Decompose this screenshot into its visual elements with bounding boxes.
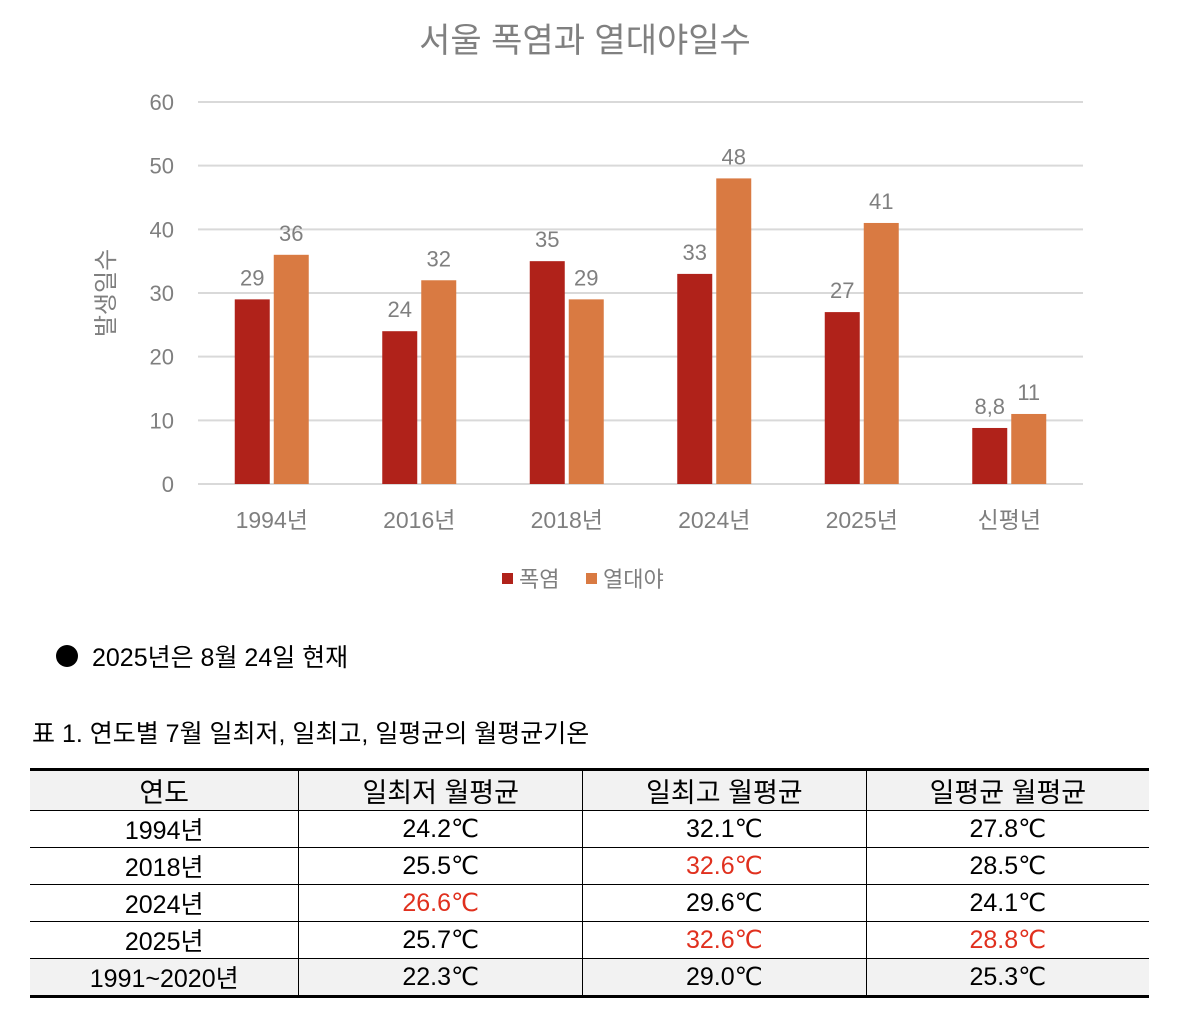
header-year: 연도 — [30, 768, 300, 811]
table-cell: 2018년 — [30, 847, 300, 885]
legend-swatch — [586, 573, 597, 584]
data-label: 24 — [388, 297, 412, 322]
table-cell: 2024년 — [30, 884, 300, 922]
y-tick-label: 10 — [150, 408, 174, 433]
table-cell: 28.8℃ — [865, 921, 1149, 959]
bar-heatwave — [529, 261, 565, 484]
table-cell: 26.6℃ — [298, 884, 584, 922]
table-caption: 표 1. 연도별 7월 일최저, 일최고, 일평균의 월평균기온 — [32, 720, 590, 748]
data-label: 27 — [830, 278, 854, 303]
header-avg: 일평균 월평균 — [865, 768, 1149, 811]
bullet-icon — [56, 645, 78, 667]
table-cell: 25.5℃ — [298, 847, 584, 885]
bar-heatwave — [677, 273, 713, 484]
table-cell: 25.7℃ — [298, 921, 584, 959]
table-row: 2025년 25.7℃ 32.6℃ 28.8℃ — [30, 921, 1149, 959]
table-cell: 22.3℃ — [298, 958, 584, 998]
bar-heatwave — [824, 312, 860, 484]
bar-tropical-night — [568, 299, 604, 484]
header-max: 일최고 월평균 — [582, 768, 867, 811]
table-cell: 27.8℃ — [865, 810, 1149, 848]
table-cell: 2025년 — [30, 921, 300, 959]
x-tick-label: 2024년 — [678, 507, 750, 533]
table-cell: 25.3℃ — [865, 958, 1149, 998]
table-cell: 28.5℃ — [865, 847, 1149, 885]
header-min: 일최저 월평균 — [298, 768, 584, 811]
table-cell: 32.1℃ — [582, 810, 867, 848]
y-tick-label: 0 — [162, 472, 174, 497]
x-tick-label: 2025년 — [826, 507, 898, 533]
data-label: 48 — [722, 144, 746, 169]
data-label: 29 — [574, 265, 598, 290]
bar-heatwave — [234, 299, 270, 484]
table-cell: 1991~2020년 — [30, 958, 300, 998]
table-cell: 32.6℃ — [582, 921, 867, 959]
footnote-text: 2025년은 8월 24일 현재 — [92, 644, 349, 672]
table-row: 2024년 26.6℃ 29.6℃ 24.1℃ — [30, 884, 1149, 922]
bar-tropical-night — [273, 254, 309, 484]
y-tick-label: 30 — [150, 281, 174, 306]
table-cell: 29.0℃ — [582, 958, 867, 998]
table-row: 1994년 24.2℃ 32.1℃ 27.8℃ — [30, 810, 1149, 848]
footnote: 2025년은 8월 24일 현재 — [56, 638, 348, 674]
x-tick-label: 신평년 — [978, 507, 1041, 533]
legend-label: 폭염 — [519, 567, 559, 592]
bar-tropical-night — [863, 222, 899, 484]
data-label: 29 — [240, 265, 264, 290]
table-cell: 24.2℃ — [298, 810, 584, 848]
data-label: 35 — [535, 227, 559, 252]
data-label: 36 — [279, 221, 303, 246]
y-tick-label: 40 — [150, 217, 174, 242]
x-tick-label: 1994년 — [236, 507, 308, 533]
bar-tropical-night — [716, 178, 752, 484]
bar-chart: 서울 폭염과 열대야일수 0 10 20 30 40 50 60 발생일수 1994년 29 36 20… — [93, 22, 1083, 592]
table-cell: 1994년 — [30, 810, 300, 848]
bar-heatwave — [382, 331, 418, 484]
x-tick-label: 2018년 — [531, 507, 603, 533]
bar-tropical-night — [1011, 413, 1047, 484]
y-axis-label: 발생일수 — [93, 249, 120, 337]
table-cell: 24.1℃ — [865, 884, 1149, 922]
bar-heatwave — [972, 427, 1008, 484]
table-row: 2018년 25.5℃ 32.6℃ 28.5℃ — [30, 847, 1149, 885]
data-label: 11 — [1017, 380, 1040, 405]
y-tick-label: 50 — [150, 154, 174, 179]
chart-title: 서울 폭염과 열대야일수 — [419, 22, 751, 60]
bar-tropical-night — [421, 280, 457, 484]
x-tick-label: 2016년 — [383, 507, 455, 533]
table-row: 1991~2020년 22.3℃ 29.0℃ 25.3℃ — [30, 958, 1149, 998]
y-tick-label: 20 — [150, 345, 174, 370]
data-label: 41 — [869, 189, 893, 214]
data-label: 32 — [427, 246, 451, 271]
table-header-row: 연도 일최저 월평균 일최고 월평균 일평균 월평균 — [30, 768, 1149, 811]
legend-swatch — [502, 573, 513, 584]
data-label: 8,8 — [974, 394, 1005, 419]
legend-label: 열대야 — [603, 567, 664, 592]
data-label: 33 — [683, 240, 707, 265]
table-cell: 29.6℃ — [582, 884, 867, 922]
temperature-table: 연도 일최저 월평균 일최고 월평균 일평균 월평균 1994년 24.2℃ 32.… — [30, 768, 1149, 998]
y-tick-label: 60 — [150, 90, 174, 115]
table-cell: 32.6℃ — [582, 847, 867, 885]
